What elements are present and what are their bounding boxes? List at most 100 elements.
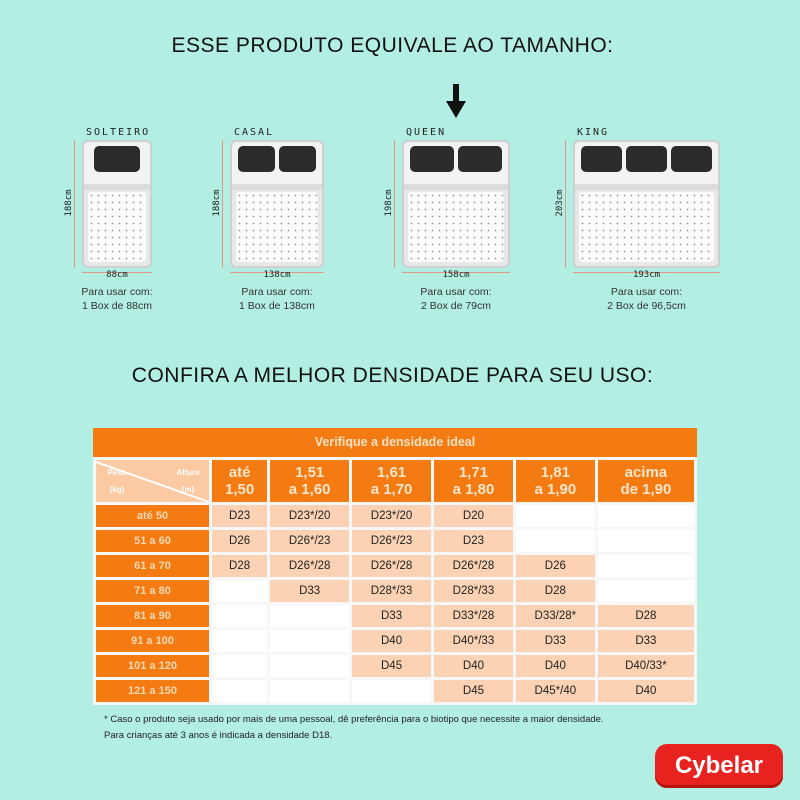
density-cell: D40 bbox=[597, 680, 694, 702]
row-label: até 50 bbox=[96, 505, 209, 527]
empty-cell bbox=[515, 505, 595, 527]
pillow-icon bbox=[238, 146, 275, 172]
corner-height-label: Altura (m) bbox=[176, 468, 200, 494]
column-header-line: a 1,60 bbox=[288, 481, 331, 498]
column-header-line: acima bbox=[624, 464, 668, 481]
column-header-line: a 1,70 bbox=[370, 481, 413, 498]
bed-usage: Para usar com: 2 Box de 96,5cm bbox=[577, 285, 717, 313]
pillow-icon bbox=[94, 146, 140, 172]
density-cell: D28 bbox=[515, 580, 595, 602]
row-label: 71 a 80 bbox=[96, 580, 209, 602]
density-cell: D28*/33 bbox=[352, 580, 431, 602]
bed-length: 203cm bbox=[555, 189, 565, 217]
pillow-icon bbox=[458, 146, 502, 172]
table-row: até 50 D23 D23*/20 D23*/20 D20 bbox=[96, 505, 694, 527]
usage-label: Para usar com: bbox=[420, 286, 492, 298]
empty-cell bbox=[352, 680, 431, 702]
empty-cell bbox=[270, 655, 350, 677]
column-header: até 1,50 bbox=[212, 460, 268, 502]
table-row: 71 a 80 D33 D28*/33 D28*/33 D28 bbox=[96, 580, 694, 602]
density-cell: D33*/28 bbox=[434, 605, 513, 627]
density-cell: D23 bbox=[434, 530, 513, 552]
diagonal-divider bbox=[96, 461, 209, 502]
density-cell: D45 bbox=[352, 655, 431, 677]
column-header: 1,71 a 1,80 bbox=[434, 460, 513, 502]
bed-width: 158cm bbox=[442, 270, 470, 280]
table-row: 51 a 60 D26 D26*/23 D26*/23 D23 bbox=[96, 530, 694, 552]
pillow-icon bbox=[410, 146, 454, 172]
density-cell: D28 bbox=[597, 605, 694, 627]
table-corner: Altura (m) Peso (kg) bbox=[96, 460, 209, 502]
column-header-line: 1,81 bbox=[540, 464, 570, 481]
empty-cell bbox=[270, 680, 350, 702]
empty-cell bbox=[212, 680, 268, 702]
density-cell: D40 bbox=[352, 630, 431, 652]
usage-label: Para usar com: bbox=[241, 286, 313, 298]
bed-width: 138cm bbox=[263, 270, 291, 280]
row-label: 81 a 90 bbox=[96, 605, 209, 627]
density-cell: D45*/40 bbox=[515, 680, 595, 702]
density-cell: D26 bbox=[212, 530, 268, 552]
table-row: 91 a 100 D40 D40*/33 D33 D33 bbox=[96, 630, 694, 652]
bed-size-name: QUEEN bbox=[406, 127, 447, 138]
density-cell: D40/33* bbox=[597, 655, 694, 677]
density-cell: D23*/20 bbox=[270, 505, 350, 527]
bed-length: 188cm bbox=[64, 189, 74, 217]
column-header-line: a 1,90 bbox=[534, 481, 577, 498]
bed-length: 198cm bbox=[384, 189, 394, 217]
pillow-icon bbox=[671, 146, 712, 172]
density-cell: D26*/28 bbox=[434, 555, 513, 577]
empty-cell bbox=[212, 655, 268, 677]
column-header-line: 1,51 bbox=[295, 464, 325, 481]
bed-size-name: KING bbox=[577, 127, 610, 138]
empty-cell bbox=[515, 530, 595, 552]
table-row: 101 a 120 D45 D40 D40 D40/33* bbox=[96, 655, 694, 677]
row-label: 101 a 120 bbox=[96, 655, 209, 677]
empty-cell bbox=[597, 530, 694, 552]
bed-illustration bbox=[573, 140, 720, 268]
bed-width: 193cm bbox=[632, 270, 661, 280]
column-header: 1,61 a 1,70 bbox=[352, 460, 431, 502]
column-header-line: 1,61 bbox=[376, 464, 407, 481]
density-cell: D20 bbox=[434, 505, 513, 527]
usage-label: Para usar com: bbox=[610, 286, 683, 298]
row-label: 121 a 150 bbox=[96, 680, 209, 702]
bed-size-name: CASAL bbox=[234, 127, 275, 138]
density-cell: D26 bbox=[515, 555, 595, 577]
bed-usage: Para usar com: 1 Box de 88cm bbox=[47, 285, 187, 313]
empty-cell bbox=[212, 630, 268, 652]
density-cell: D40 bbox=[434, 655, 513, 677]
row-label: 91 a 100 bbox=[96, 630, 209, 652]
table-row: 121 a 150 D45 D45*/40 D40 bbox=[96, 680, 694, 702]
column-header: 1,51 a 1,60 bbox=[270, 460, 350, 502]
density-cell: D28 bbox=[212, 555, 268, 577]
column-header-line: até bbox=[228, 464, 251, 481]
footnote-line-2: Para crianças até 3 anos é indicada a de… bbox=[104, 730, 333, 741]
bed-width: 88cm bbox=[106, 270, 128, 280]
empty-cell bbox=[597, 555, 694, 577]
empty-cell bbox=[212, 580, 268, 602]
bed-illustration bbox=[82, 140, 152, 268]
table-row: 81 a 90 D33 D33*/28 D33/28* D28 bbox=[96, 605, 694, 627]
empty-cell bbox=[597, 580, 694, 602]
density-cell: D26*/28 bbox=[352, 555, 431, 577]
density-cell: D33 bbox=[352, 605, 431, 627]
footnote-line-1: * Caso o produto seja usado por mais de … bbox=[104, 714, 604, 725]
bed-length: 188cm bbox=[212, 189, 222, 217]
empty-cell bbox=[270, 630, 350, 652]
usage-value: 1 Box de 138cm bbox=[239, 300, 315, 312]
usage-value: 2 Box de 96,5cm bbox=[607, 300, 686, 312]
column-header-line: a 1,80 bbox=[452, 481, 495, 498]
bed-illustration bbox=[230, 140, 324, 268]
density-cell: D40*/33 bbox=[434, 630, 513, 652]
density-cell: D33 bbox=[515, 630, 595, 652]
pillow-icon bbox=[279, 146, 316, 172]
column-header-line: 1,71 bbox=[458, 464, 489, 481]
column-header: 1,81 a 1,90 bbox=[515, 460, 595, 502]
density-cell: D40 bbox=[515, 655, 595, 677]
column-header-line: 1,50 bbox=[225, 481, 255, 498]
pillow-icon bbox=[626, 146, 667, 172]
empty-cell bbox=[212, 605, 268, 627]
usage-label: Para usar com: bbox=[81, 286, 153, 298]
empty-cell bbox=[270, 605, 350, 627]
